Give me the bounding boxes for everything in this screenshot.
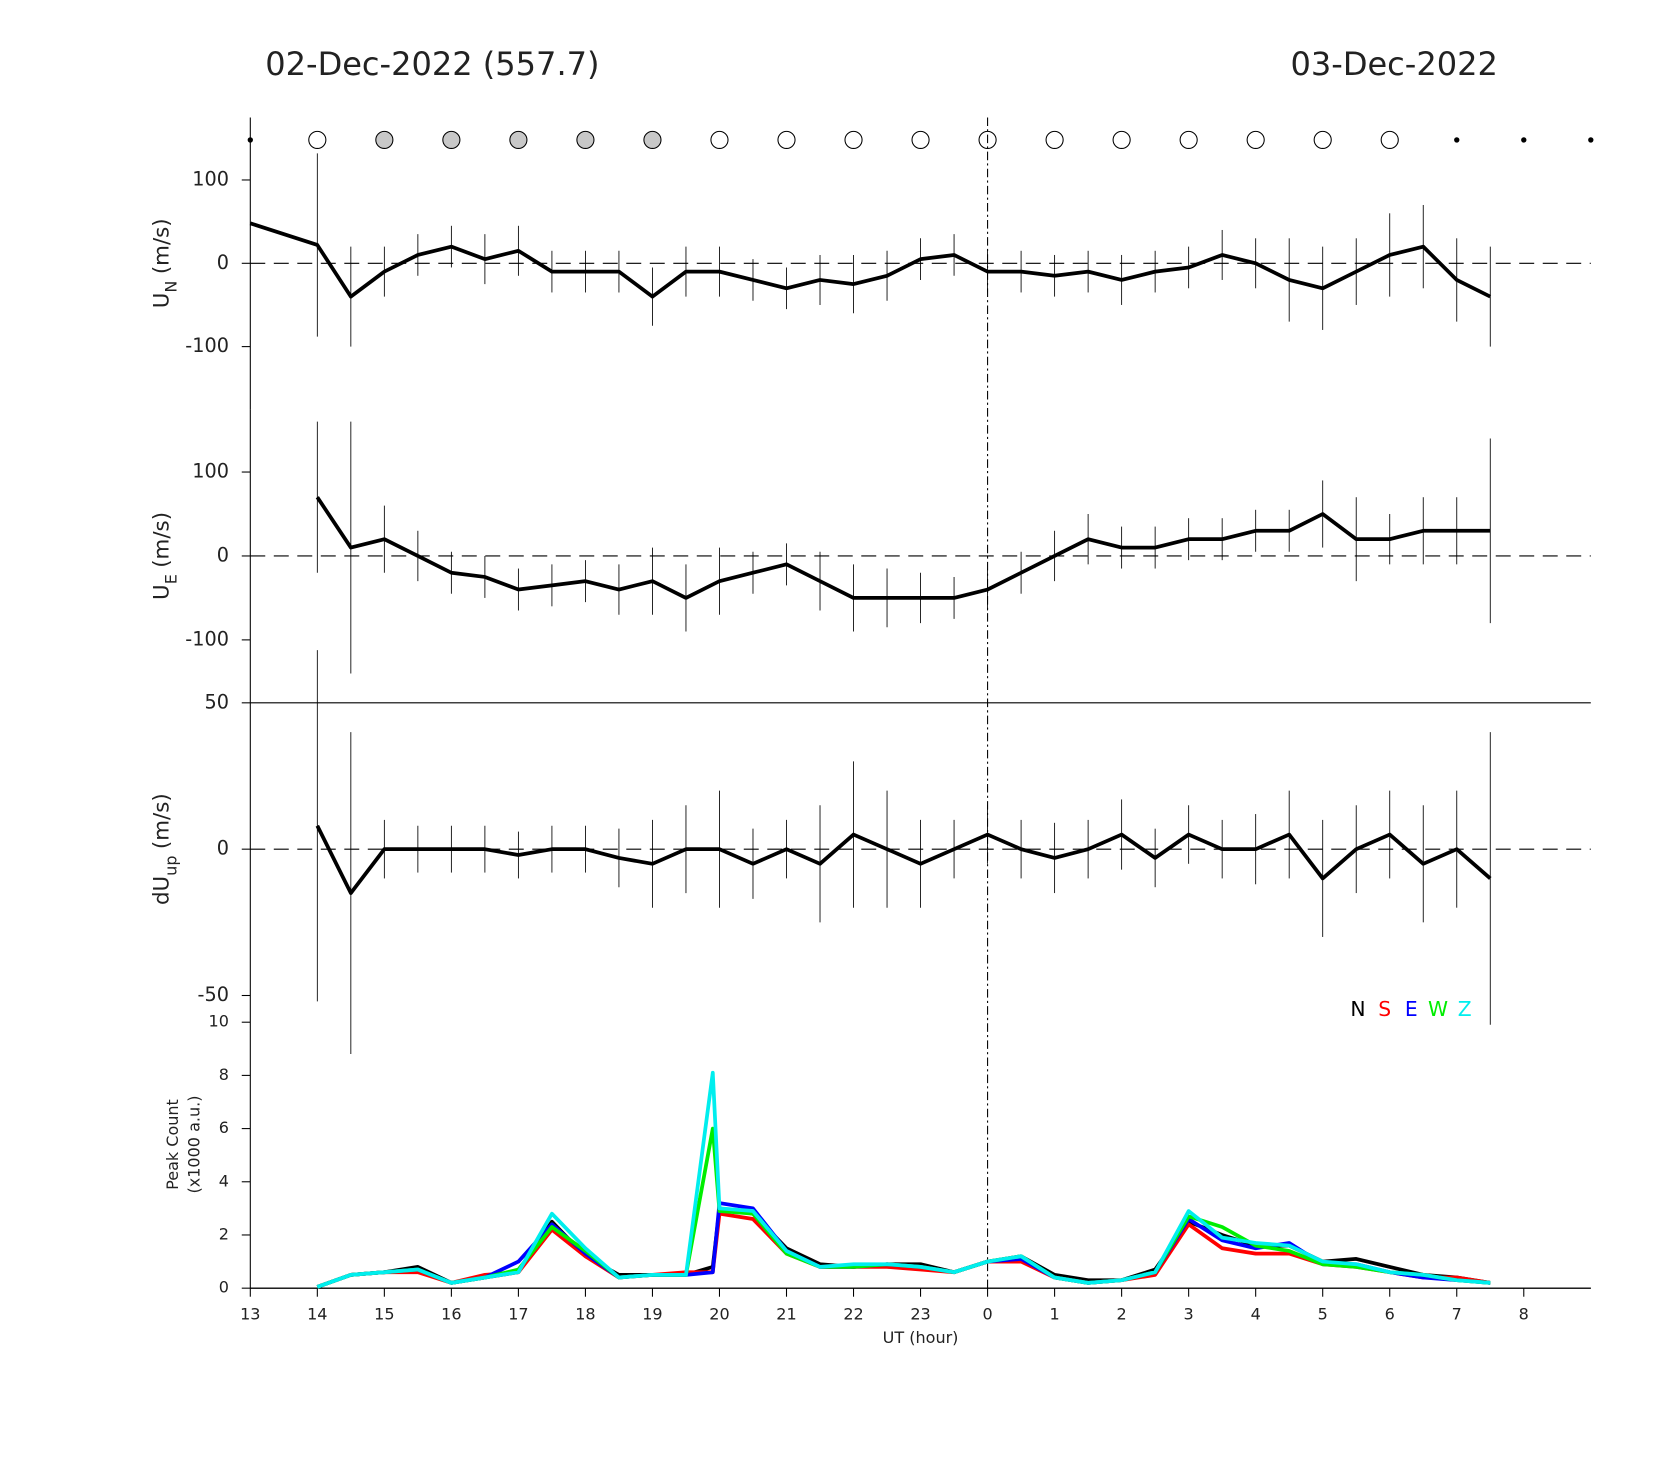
moon-circle <box>1112 130 1131 150</box>
moon-circle <box>1179 130 1198 150</box>
moon-circle <box>777 130 796 150</box>
y-axis-label: (x1000 a.u.) <box>184 1096 203 1194</box>
left-title: 02-Dec-2022 (557.7) <box>265 45 599 83</box>
y-tick-label: 0 <box>219 1278 229 1297</box>
series-line <box>316 1070 1491 1289</box>
y-tick-label: 4 <box>219 1171 229 1190</box>
x-tick-label: 8 <box>1519 1304 1529 1323</box>
x-tick-label: 3 <box>1184 1304 1194 1323</box>
moon-circle <box>576 130 595 150</box>
x-tick-label: 17 <box>508 1304 528 1323</box>
y-axis-label: UE (m/s) <box>150 512 180 600</box>
legend-entry: W <box>1428 997 1448 1021</box>
y-label-sub: E <box>161 574 180 584</box>
legend-entry: N <box>1350 997 1365 1021</box>
y-tick-label: 6 <box>219 1118 229 1137</box>
moon-circle <box>308 130 327 150</box>
moon-circle <box>1246 130 1265 150</box>
x-tick-label: 16 <box>441 1304 461 1323</box>
legend-entry: Z <box>1458 997 1472 1021</box>
y-label-unit: (m/s) <box>150 512 175 568</box>
y-label-main: U <box>150 584 175 600</box>
moon-circle <box>442 130 461 150</box>
y-label-unit: (m/s) <box>150 218 175 274</box>
y-tick-label: 2 <box>219 1224 229 1243</box>
x-tick-label: 19 <box>642 1304 662 1323</box>
x-tick-label: 15 <box>374 1304 394 1323</box>
y-axis-label: UN (m/s) <box>150 218 180 308</box>
x-tick-label: 23 <box>910 1304 930 1323</box>
x-tick-label: 20 <box>709 1304 729 1323</box>
legend-entry: S <box>1378 997 1391 1021</box>
y-tick-label: 10 <box>209 1012 229 1031</box>
moon-circle <box>643 130 662 150</box>
y-tick-label: 0 <box>217 251 229 274</box>
moon-circle <box>844 130 863 150</box>
right-title: 03-Dec-2022 <box>1291 45 1498 83</box>
y-tick-label: 50 <box>204 690 228 713</box>
x-tick-label: 2 <box>1117 1304 1127 1323</box>
moon-circle <box>375 130 394 150</box>
x-tick-label: 18 <box>575 1304 595 1323</box>
x-tick-label: 0 <box>982 1304 992 1323</box>
moon-dot <box>1454 137 1460 143</box>
y-tick-label: 0 <box>217 543 229 566</box>
moon-circle <box>1313 130 1332 150</box>
moon-dot <box>1521 137 1527 143</box>
moon-circle <box>1045 130 1064 150</box>
moon-dot <box>1588 137 1594 143</box>
x-tick-label: 13 <box>240 1304 260 1323</box>
data-line <box>249 221 1492 299</box>
legend-entry: E <box>1405 997 1418 1021</box>
x-axis-label: UT (hour) <box>883 1328 959 1347</box>
y-tick-label: -100 <box>185 627 229 650</box>
moon-circle <box>1380 130 1399 150</box>
x-tick-label: 14 <box>307 1304 327 1323</box>
y-axis-label: dUup (m/s) <box>150 793 180 905</box>
x-tick-label: 6 <box>1385 1304 1395 1323</box>
y-label-unit: (m/s) <box>150 793 175 849</box>
y-tick-label: -100 <box>185 334 229 357</box>
x-tick-label: 1 <box>1050 1304 1060 1323</box>
y-tick-label: 100 <box>192 460 229 483</box>
y-tick-label: 0 <box>217 837 229 860</box>
data-line <box>315 496 1491 600</box>
x-tick-label: 4 <box>1251 1304 1261 1323</box>
x-tick-label: 21 <box>776 1304 796 1323</box>
y-label-main: dU <box>150 876 175 905</box>
moon-circle <box>911 130 930 150</box>
y-tick-label: 8 <box>219 1065 229 1084</box>
x-tick-label: 22 <box>843 1304 863 1323</box>
moon-circle <box>710 130 729 150</box>
data-line <box>315 824 1492 895</box>
y-axis-label: Peak Count <box>163 1099 182 1190</box>
x-tick-label: 5 <box>1318 1304 1328 1323</box>
y-tick-label: 100 <box>192 167 229 190</box>
y-label-sub: N <box>161 281 180 293</box>
y-tick-label: -50 <box>198 983 229 1006</box>
moon-circle <box>509 130 528 150</box>
y-label-sub: up <box>161 856 180 876</box>
x-tick-label: 7 <box>1452 1304 1462 1323</box>
y-label-main: U <box>150 293 175 309</box>
